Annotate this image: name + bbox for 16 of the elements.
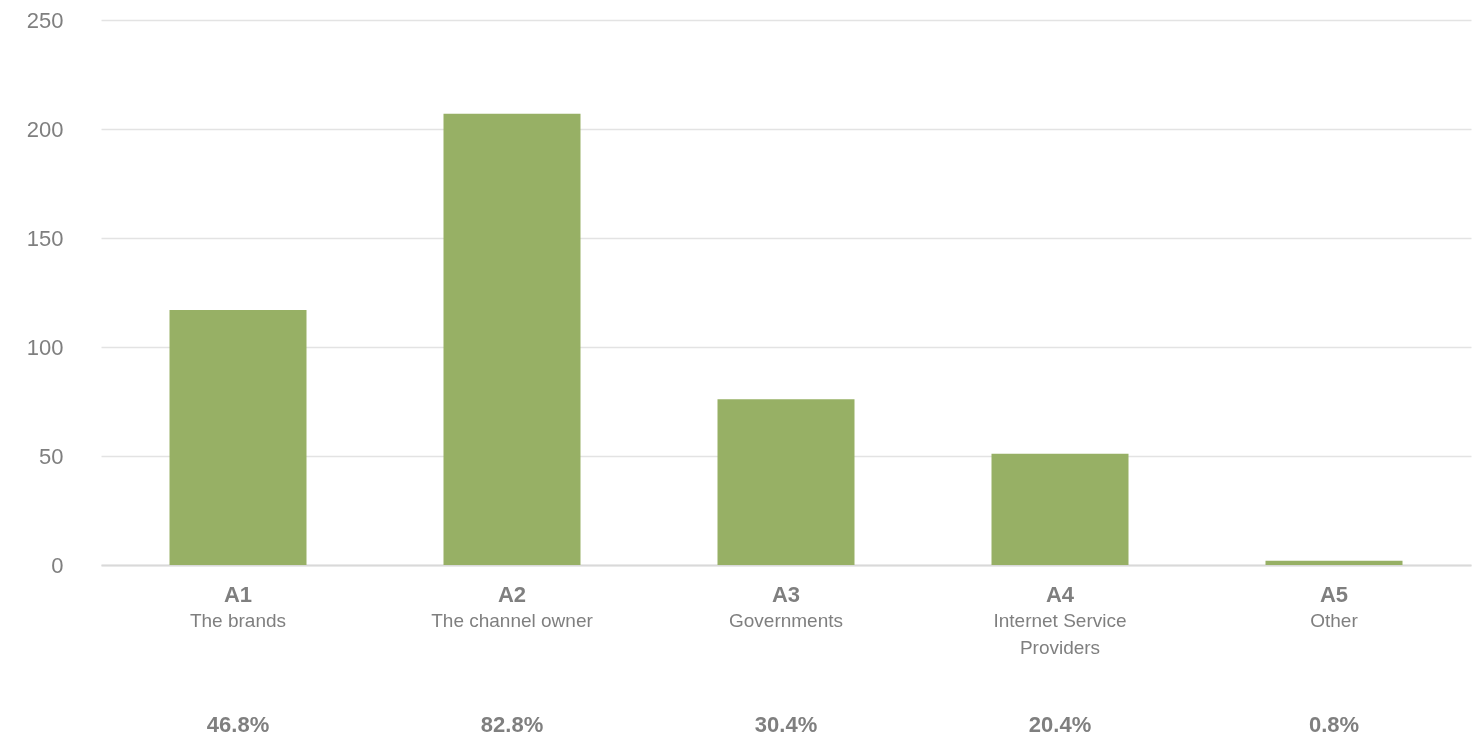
y-tick-label: 200 — [26, 116, 64, 142]
category-label: A4 Internet Service Providers 20.4% — [993, 582, 1127, 737]
y-tick-label: 0 — [51, 552, 64, 578]
y-tick-label: 100 — [26, 334, 64, 360]
category-label: A5 Other 0.8% — [1308, 582, 1360, 737]
bar — [1265, 560, 1403, 565]
y-tick-label: 150 — [26, 225, 64, 251]
bar — [991, 453, 1129, 565]
category-label: A1 The brands 46.8% — [189, 582, 287, 737]
category-label: A3 Governments 30.4% — [728, 582, 844, 737]
category-label: A2 The channel owner 82.8% — [431, 582, 593, 737]
bar — [169, 309, 307, 565]
bar — [443, 113, 581, 565]
y-tick-label: 250 — [26, 7, 64, 33]
bar — [717, 399, 855, 565]
y-tick-label: 50 — [39, 443, 64, 469]
